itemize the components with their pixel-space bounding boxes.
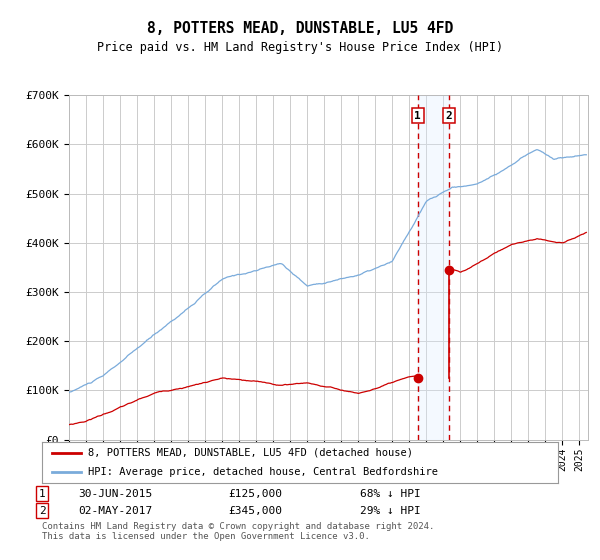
Text: HPI: Average price, detached house, Central Bedfordshire: HPI: Average price, detached house, Cent… xyxy=(88,467,439,477)
Text: 02-MAY-2017: 02-MAY-2017 xyxy=(78,506,152,516)
Text: 1: 1 xyxy=(415,111,421,121)
Text: Price paid vs. HM Land Registry's House Price Index (HPI): Price paid vs. HM Land Registry's House … xyxy=(97,41,503,54)
Text: 8, POTTERS MEAD, DUNSTABLE, LU5 4FD (detached house): 8, POTTERS MEAD, DUNSTABLE, LU5 4FD (det… xyxy=(88,448,413,458)
Text: 2: 2 xyxy=(38,506,46,516)
Bar xyxy=(418,95,449,440)
Text: 8, POTTERS MEAD, DUNSTABLE, LU5 4FD: 8, POTTERS MEAD, DUNSTABLE, LU5 4FD xyxy=(147,21,453,36)
Text: 1: 1 xyxy=(38,489,46,499)
Text: This data is licensed under the Open Government Licence v3.0.: This data is licensed under the Open Gov… xyxy=(42,532,370,541)
Text: 29% ↓ HPI: 29% ↓ HPI xyxy=(360,506,421,516)
Text: 30-JUN-2015: 30-JUN-2015 xyxy=(78,489,152,499)
Text: Contains HM Land Registry data © Crown copyright and database right 2024.: Contains HM Land Registry data © Crown c… xyxy=(42,522,434,531)
Text: 2: 2 xyxy=(446,111,452,121)
Text: £125,000: £125,000 xyxy=(228,489,282,499)
Text: 68% ↓ HPI: 68% ↓ HPI xyxy=(360,489,421,499)
Text: £345,000: £345,000 xyxy=(228,506,282,516)
